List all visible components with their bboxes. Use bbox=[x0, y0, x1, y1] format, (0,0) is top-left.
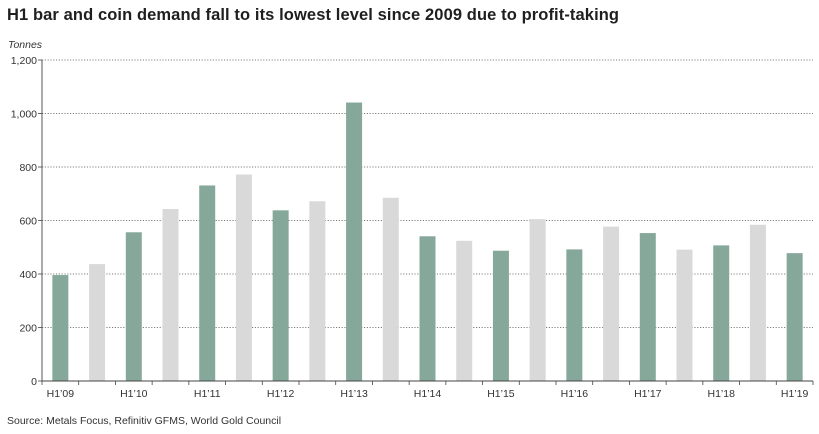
x-tick-label: H1’19 bbox=[781, 388, 809, 400]
x-tick-label: H1’09 bbox=[47, 388, 75, 400]
x-tick-label: H1’16 bbox=[561, 388, 589, 400]
bar bbox=[566, 249, 583, 381]
x-tick-label: H1’15 bbox=[487, 388, 515, 400]
y-tick-label: 200 bbox=[19, 322, 37, 334]
y-axis-unit-label: Tonnes bbox=[8, 39, 43, 51]
source-note: Source: Metals Focus, Refinitiv GFMS, Wo… bbox=[7, 415, 282, 427]
bar bbox=[89, 264, 106, 381]
bar bbox=[162, 208, 179, 381]
x-tick-label: H1’11 bbox=[194, 388, 221, 400]
y-tick-label: 1,000 bbox=[11, 108, 37, 120]
bar bbox=[382, 197, 399, 381]
bar bbox=[52, 275, 69, 381]
bar bbox=[199, 185, 216, 381]
bar bbox=[456, 240, 473, 381]
bar bbox=[749, 224, 766, 381]
bar bbox=[529, 219, 546, 381]
bar bbox=[235, 174, 252, 381]
x-tick-label: H1’18 bbox=[707, 388, 735, 400]
x-tick-label: H1’13 bbox=[340, 388, 368, 400]
y-tick-label: 800 bbox=[19, 162, 37, 174]
bar bbox=[639, 233, 656, 381]
y-tick-label: 600 bbox=[19, 215, 37, 227]
bar bbox=[272, 210, 289, 381]
bar bbox=[309, 201, 326, 381]
bar bbox=[346, 102, 363, 381]
chart-title: H1 bar and coin demand fall to its lowes… bbox=[7, 6, 620, 24]
bar bbox=[125, 232, 142, 381]
bar bbox=[676, 249, 693, 381]
x-tick-label: H1’10 bbox=[120, 388, 148, 400]
x-tick-label: H1’14 bbox=[414, 388, 442, 400]
y-tick-label: 1,200 bbox=[11, 55, 37, 67]
y-tick-label: 400 bbox=[19, 269, 37, 281]
y-tick-label: 0 bbox=[31, 376, 37, 388]
bar bbox=[713, 245, 730, 381]
bar bbox=[603, 226, 620, 381]
bar bbox=[786, 253, 803, 381]
bar bbox=[492, 250, 509, 381]
x-tick-label: H1’17 bbox=[634, 388, 662, 400]
x-tick-label: H1’12 bbox=[267, 388, 295, 400]
bar bbox=[419, 236, 436, 381]
